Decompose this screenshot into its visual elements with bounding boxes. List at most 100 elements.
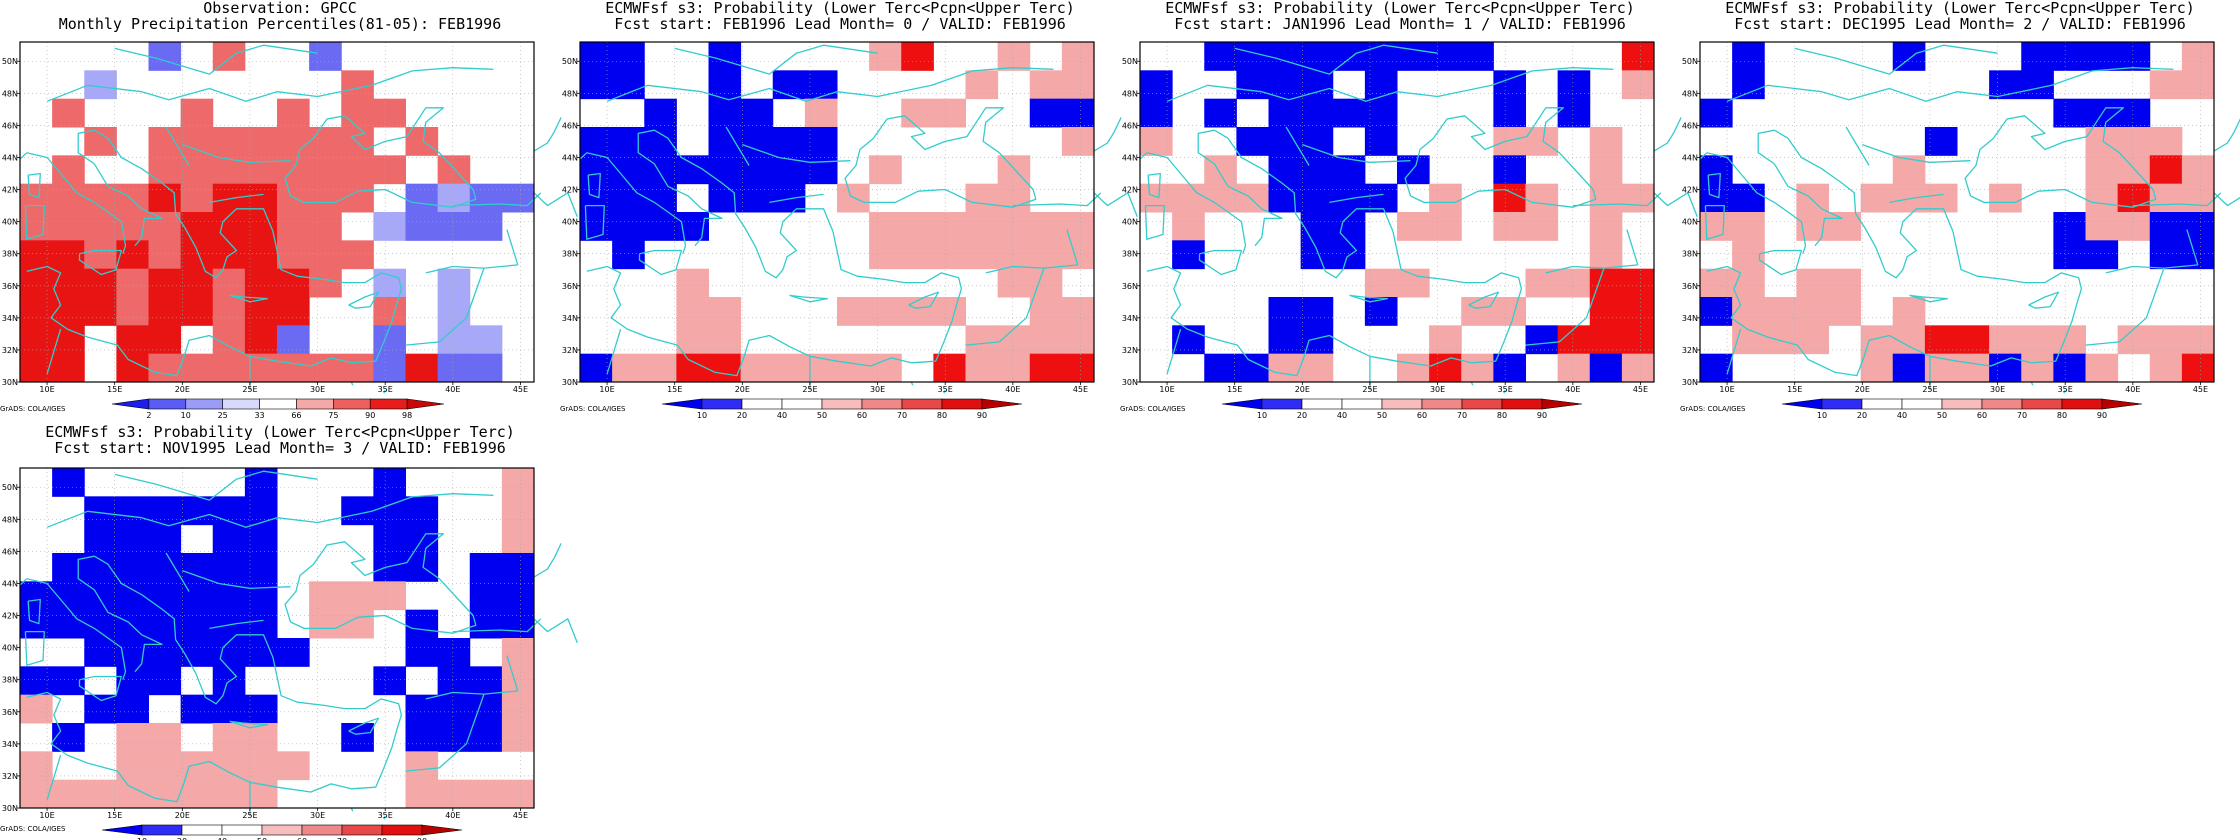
panel-title-line1: ECMWFsf s3: Probability (Lower Terc<Pcpn… xyxy=(45,423,515,441)
grid-cell xyxy=(116,353,150,383)
lat-tick-label: 50N xyxy=(1122,57,1138,66)
grid-cell xyxy=(341,609,374,639)
grid-cell xyxy=(1061,212,1095,241)
colorbar-label: 40 xyxy=(1897,411,1907,420)
lat-tick-label: 34N xyxy=(1682,314,1698,323)
colorbar-label: 10 xyxy=(137,837,147,840)
coastline xyxy=(19,152,28,160)
lat-tick-label: 44N xyxy=(562,153,578,162)
grid-cell xyxy=(804,98,838,128)
map-plot: 10E 15E 20E 25E 30E 35E 40E 45E 30N 32N 34N 36N 38N 4… xyxy=(1682,41,2240,420)
colorbar-label: 90 xyxy=(365,411,375,420)
colorbar-segment xyxy=(1861,398,1903,410)
grid-cell xyxy=(1924,183,1958,213)
grid-cell xyxy=(148,127,182,156)
grid-cell xyxy=(1029,98,1063,128)
colorbar: 10 20 40 50 60 70 80 90 xyxy=(661,398,1023,420)
lat-tick-label: 32N xyxy=(2,346,18,355)
lat-tick-label: 36N xyxy=(2,282,18,291)
grid-cell xyxy=(708,297,742,326)
lat-tick-label: 40N xyxy=(1682,218,1698,227)
coastline xyxy=(375,714,403,788)
lon-tick-label: 40E xyxy=(1565,385,1580,394)
grid-cell xyxy=(1397,155,1430,185)
grid-cell xyxy=(2149,70,2183,100)
grid-cell xyxy=(1268,353,1302,383)
grid-cell xyxy=(116,751,150,781)
grid-cell xyxy=(1957,325,1990,355)
data-grid xyxy=(580,42,1095,383)
lat-tick-label: 44N xyxy=(2,153,18,162)
coastline xyxy=(46,67,494,102)
grid-cell xyxy=(2117,325,2151,355)
grid-cell xyxy=(20,779,53,809)
grid-cell xyxy=(772,183,806,213)
colorbar-segment xyxy=(296,398,334,410)
grid-cell xyxy=(244,609,278,639)
coastline xyxy=(1503,389,1506,394)
grid-cell xyxy=(52,268,85,298)
grid-cell xyxy=(2117,127,2151,156)
grid-cell xyxy=(20,581,53,611)
coastline xyxy=(383,815,386,820)
grid-cell xyxy=(1892,297,1926,326)
grid-cell xyxy=(1268,98,1302,128)
lat-tick-label: 30N xyxy=(1682,378,1698,387)
grid-cell xyxy=(1061,70,1095,100)
grid-cell xyxy=(180,779,214,809)
grid-cell xyxy=(2181,155,2215,185)
grid-cell xyxy=(405,496,439,526)
colorbar-segment xyxy=(741,398,783,410)
grid-cell xyxy=(1764,297,1797,326)
grid-cell xyxy=(1621,42,1655,71)
grid-cell xyxy=(708,98,742,128)
grid-cell xyxy=(676,353,710,383)
grid-cell xyxy=(212,353,246,383)
coastline xyxy=(1468,291,1500,309)
colorbar-label: 50 xyxy=(817,411,827,420)
coastline xyxy=(348,717,380,735)
grid-cell xyxy=(1300,98,1334,128)
grid-cell xyxy=(341,98,374,128)
grid-cell xyxy=(1236,70,1270,100)
coastline xyxy=(26,265,376,377)
lat-tick-label: 48N xyxy=(1682,89,1698,98)
grid-cell xyxy=(469,553,503,582)
coastline xyxy=(586,152,687,254)
lat-tick-label: 42N xyxy=(1122,186,1138,195)
grid-cell xyxy=(2021,325,2054,355)
grid-cell xyxy=(612,183,645,213)
grid-cell xyxy=(437,723,471,752)
colorbar-segment xyxy=(901,398,943,410)
lat-tick-label: 44N xyxy=(2,579,18,588)
colorbar-label: 70 xyxy=(2017,411,2027,420)
coastline xyxy=(229,720,269,729)
map-plot: 10E 15E 20E 25E 30E 35E 40E 45E 30N 32N 34N 36N 38N 4… xyxy=(1122,41,1698,420)
grid-cell xyxy=(501,524,535,554)
colorbar-segment xyxy=(406,398,445,410)
grid-cell xyxy=(20,666,53,696)
colorbar-segment xyxy=(181,824,223,836)
coastline xyxy=(26,578,127,680)
coastline xyxy=(1404,107,1597,208)
grid-cell xyxy=(277,127,310,156)
grid-cell xyxy=(1364,98,1398,128)
colorbar-segment xyxy=(222,398,260,410)
grid-cell xyxy=(501,638,535,667)
grid-cell xyxy=(277,155,310,185)
grid-cell xyxy=(2117,42,2151,71)
grid-cell xyxy=(341,581,374,611)
grid-cell xyxy=(1061,240,1095,270)
grid-cell xyxy=(1029,70,1063,100)
grid-cell xyxy=(1236,42,1270,71)
coastline xyxy=(46,493,494,528)
coastline xyxy=(789,294,829,303)
grid-cell xyxy=(804,70,838,100)
lon-tick-label: 40E xyxy=(445,385,460,394)
graticule xyxy=(20,42,534,383)
grid-cell xyxy=(804,155,838,185)
lat-tick-label: 46N xyxy=(1122,121,1138,130)
grid-cell xyxy=(1397,42,1430,71)
grid-cell xyxy=(84,70,117,100)
grid-cell xyxy=(1493,183,1527,213)
